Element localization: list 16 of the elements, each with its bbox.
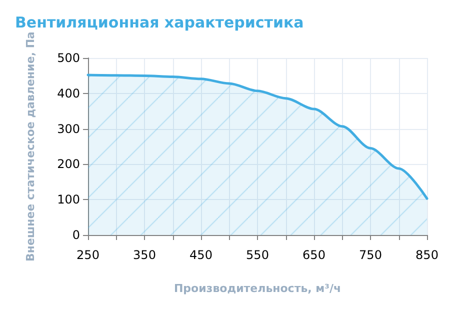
y-axis-title: Внешнее статическое давление, Па [24, 32, 37, 262]
x-tick-label: 650 [302, 248, 326, 262]
y-tick-label: 400 [57, 86, 80, 100]
y-tick-label: 500 [57, 51, 80, 65]
chart-title: Вентиляционная характеристика [15, 14, 304, 32]
y-tick-label: 300 [57, 122, 80, 136]
x-tick-label: 350 [133, 248, 156, 262]
x-tick-label: 450 [190, 248, 212, 262]
x-tick-label: 550 [246, 248, 269, 262]
y-tick-label: 200 [57, 157, 80, 172]
x-tick-label: 850 [416, 248, 438, 262]
x-tick-label: 250 [76, 248, 100, 262]
x-tick-label: 750 [359, 248, 382, 262]
y-tick-label: 0 [72, 228, 80, 242]
y-tick-label: 100 [57, 192, 80, 207]
x-axis-title: Производительность, м³/ч [174, 282, 342, 295]
